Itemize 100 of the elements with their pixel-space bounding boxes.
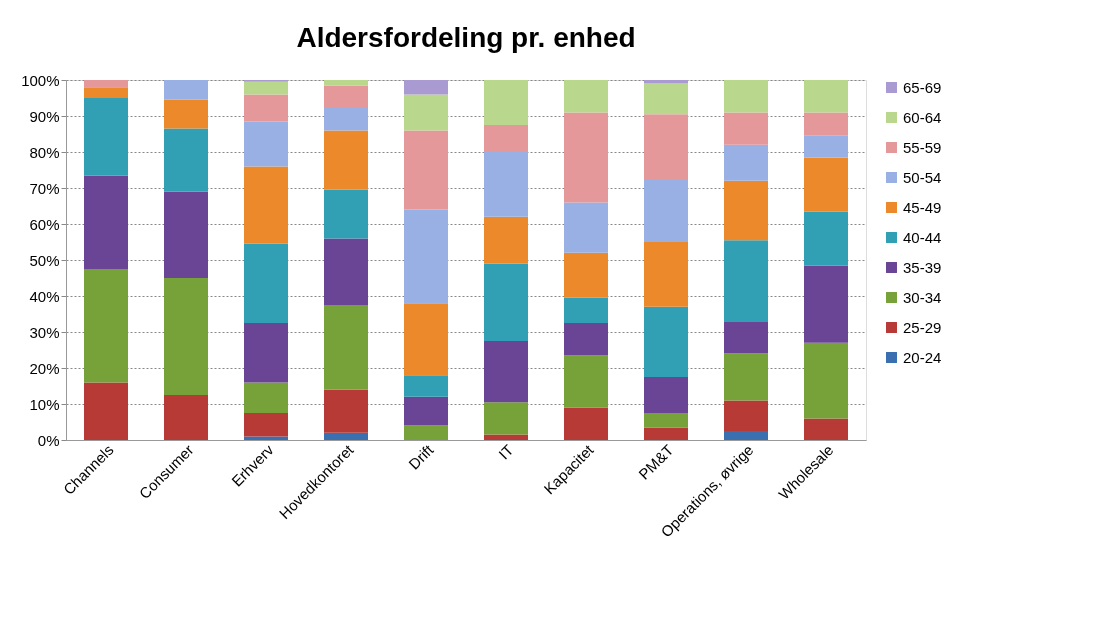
y-tick-label: 40%: [29, 287, 60, 305]
legend-label: 40-44: [903, 228, 942, 246]
legend-label: 60-64: [903, 108, 942, 126]
bar: [644, 306, 688, 377]
y-tick-label: 70%: [29, 179, 60, 197]
y-tick-label: 30%: [29, 323, 60, 341]
y-tick-label: 80%: [29, 143, 60, 161]
bar: [484, 216, 528, 264]
x-tick-label: IT: [495, 441, 517, 463]
legend-label: 65-69: [903, 78, 942, 96]
bar: [84, 382, 128, 440]
bar: [164, 128, 208, 192]
bar: [164, 395, 208, 440]
bar: [644, 114, 688, 179]
bar: [564, 112, 608, 203]
bar: [484, 402, 528, 435]
bar: [404, 375, 448, 397]
legend-label: 20-24: [903, 348, 942, 366]
bar: [244, 413, 288, 437]
bar: [164, 80, 208, 100]
y-tick-label: 0%: [37, 431, 60, 449]
legend-label: 25-29: [903, 318, 942, 336]
bar: [644, 83, 688, 115]
bar: [644, 427, 688, 440]
bar: [404, 425, 448, 440]
bar: [404, 94, 448, 131]
bar: [404, 130, 448, 210]
bar: [564, 323, 608, 356]
bar: [244, 436, 288, 440]
bar: [724, 112, 768, 145]
bar: [84, 269, 128, 383]
bar: [484, 152, 528, 217]
bar: [84, 80, 128, 88]
bar: [644, 179, 688, 242]
bar: [804, 342, 848, 419]
bar: [244, 166, 288, 244]
bar: [804, 211, 848, 266]
bar: [84, 98, 128, 176]
bar: [804, 157, 848, 212]
legend-label: 50-54: [903, 168, 942, 186]
bar: [484, 263, 528, 341]
bar: [564, 355, 608, 408]
bar: [324, 432, 368, 440]
y-tick-label: 50%: [29, 251, 60, 269]
bar: [484, 80, 528, 125]
legend-label: 30-34: [903, 288, 942, 306]
bar: [244, 121, 288, 167]
bar: [404, 396, 448, 426]
bar: [644, 242, 688, 307]
legend-label: 45-49: [903, 198, 942, 216]
y-tick-label: 20%: [29, 359, 60, 377]
bar: [724, 431, 768, 440]
bar: [324, 238, 368, 305]
bar: [804, 135, 848, 158]
bar: [484, 434, 528, 440]
bar: [804, 265, 848, 343]
bar: [804, 418, 848, 440]
y-tick-label: 90%: [29, 107, 60, 125]
bar: [484, 341, 528, 403]
bar: [804, 112, 848, 136]
bar: [724, 400, 768, 431]
bar: [644, 413, 688, 428]
bar: [724, 180, 768, 241]
legend-label: 35-39: [903, 258, 942, 276]
bar: [244, 323, 288, 383]
bar: [164, 99, 208, 129]
bar: [324, 130, 368, 190]
bar: [564, 297, 608, 323]
bar: [164, 191, 208, 278]
bar: [564, 80, 608, 113]
bar: [324, 305, 368, 390]
bar: [324, 189, 368, 239]
bar: [564, 252, 608, 298]
legend-label: 55-59: [903, 138, 942, 156]
bar: [644, 377, 688, 413]
y-tick-label: 10%: [29, 395, 60, 413]
bar: [324, 107, 368, 131]
bar: [84, 87, 128, 98]
bar: [324, 389, 368, 433]
bar: [404, 303, 448, 376]
bar: [404, 209, 448, 304]
bar: [244, 382, 288, 413]
bar: [84, 175, 128, 269]
bar: [404, 80, 448, 95]
y-tick-label: 100%: [21, 71, 60, 89]
bar: [164, 278, 208, 395]
bar: [244, 81, 288, 95]
bar: [724, 321, 768, 354]
bar: [244, 243, 288, 323]
y-tick-label: 60%: [29, 215, 60, 233]
x-tick-label: Drift: [405, 440, 438, 473]
bar: [244, 94, 288, 122]
bar: [724, 80, 768, 113]
bar: [324, 85, 368, 107]
chart-title: Aldersfordeling pr. enhed: [296, 22, 636, 53]
bar: [724, 240, 768, 322]
bar: [324, 80, 368, 86]
bar: [724, 144, 768, 181]
bar: [484, 125, 528, 152]
bar: [804, 80, 848, 113]
